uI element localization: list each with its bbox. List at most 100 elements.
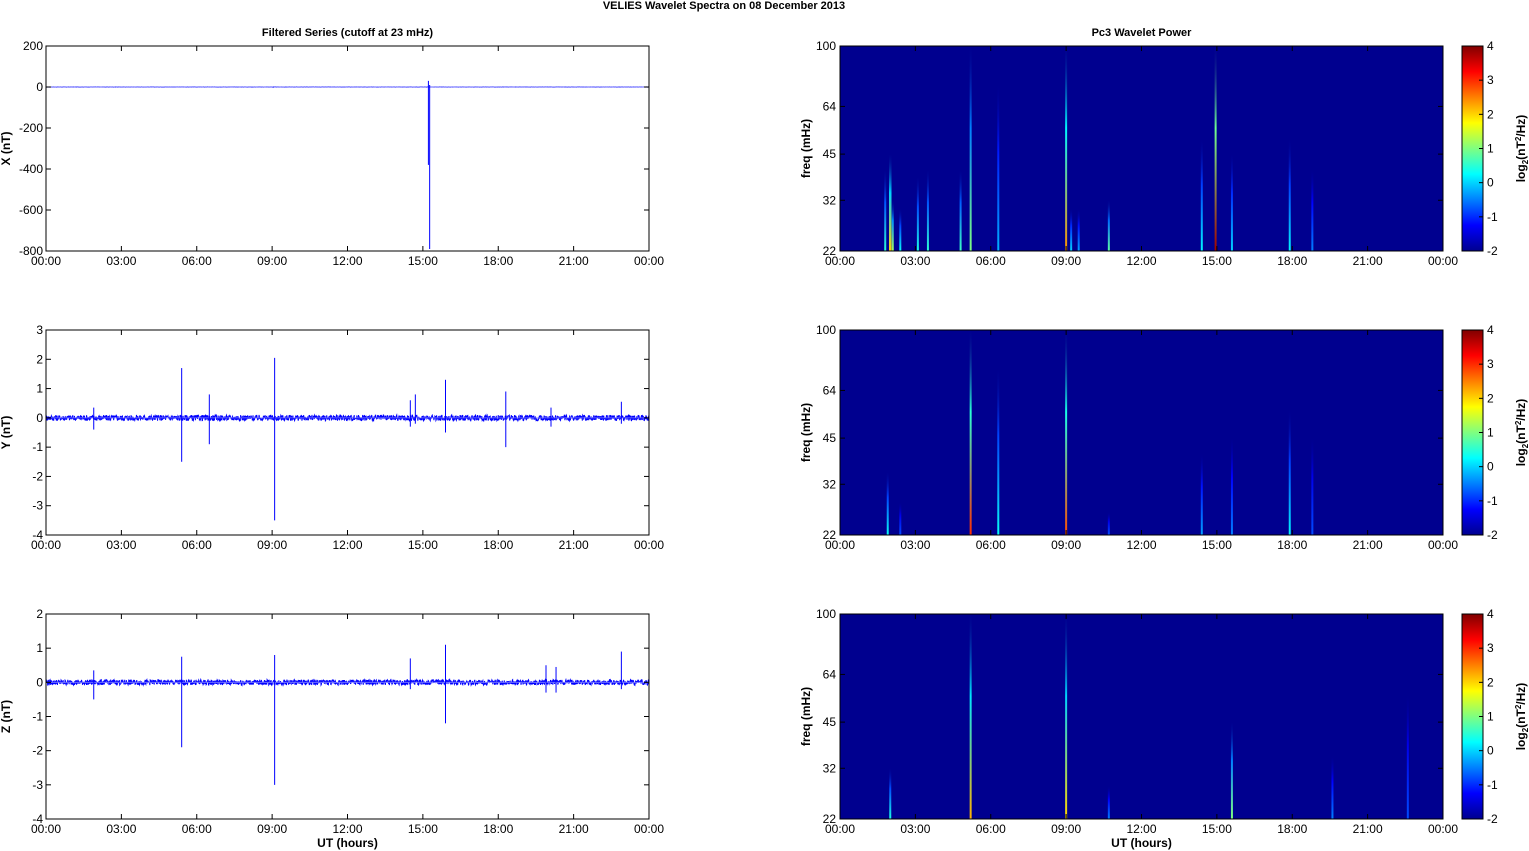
- x-tick-label: 00:00: [31, 538, 61, 552]
- power-burst: [884, 170, 887, 251]
- colorbar-tick-label: 4: [1487, 39, 1494, 53]
- x-tick-label: 00:00: [31, 822, 61, 836]
- x-tick-label: 09:00: [1051, 538, 1081, 552]
- x-tick-label: 06:00: [182, 822, 212, 836]
- colorbar-tick-label: 1: [1487, 142, 1494, 156]
- x-tick-label: 00:00: [634, 822, 664, 836]
- power-burst: [1107, 200, 1110, 251]
- x-tick-label: 18:00: [1277, 254, 1307, 268]
- power-burst: [888, 154, 892, 251]
- x-tick-label: 00:00: [825, 822, 855, 836]
- y-tick-label: 1: [36, 641, 43, 655]
- colorbar-tick-label: -1: [1487, 494, 1498, 508]
- y-tick-label: -200: [19, 121, 43, 135]
- x-tick-label: 12:00: [332, 538, 362, 552]
- power-burst: [1065, 614, 1068, 819]
- x-tick-label: 15:00: [408, 822, 438, 836]
- power-burst: [969, 330, 972, 535]
- y-tick-label: 22: [823, 528, 837, 542]
- colorbar-tick-label: -1: [1487, 210, 1498, 224]
- y-axis-label: freq (mHz): [799, 403, 813, 462]
- x-tick-label: 15:00: [408, 538, 438, 552]
- power-burst: [889, 768, 892, 819]
- x-tick-label: 12:00: [332, 822, 362, 836]
- y-tick-label: -800: [19, 244, 43, 258]
- power-burst: [997, 368, 1000, 535]
- y-axis-label: X (nT): [0, 132, 13, 166]
- y-tick-label: -1: [32, 710, 43, 724]
- line-panel-2: -4 -3 -2 -1 0 1 2 00:00 03:00 06:00 09:00 12:00 15:0…: [0, 607, 664, 850]
- x-tick-label: 03:00: [900, 538, 930, 552]
- y-tick-label: 1: [36, 382, 43, 396]
- y-tick-label: -2: [32, 469, 43, 483]
- y-tick-label: -4: [32, 528, 43, 542]
- power-burst: [926, 170, 929, 251]
- colorbar-tick-label: -2: [1487, 528, 1498, 542]
- colorbar-tick-label: 0: [1487, 744, 1494, 758]
- power-burst: [969, 614, 972, 819]
- x-axis-label: UT (hours): [1111, 836, 1172, 850]
- y-tick-label: 32: [823, 761, 837, 775]
- power-burst: [1065, 330, 1068, 535]
- x-tick-label: 09:00: [1051, 254, 1081, 268]
- y-tick-label: 2: [36, 352, 43, 366]
- power-burst: [1107, 512, 1110, 535]
- x-tick-label: 21:00: [559, 538, 589, 552]
- y-tick-label: 45: [823, 147, 837, 161]
- power-burst: [1214, 46, 1217, 251]
- power-burst: [916, 177, 919, 251]
- y-tick-label: 0: [36, 411, 43, 425]
- x-tick-label: 15:00: [1202, 822, 1232, 836]
- x-axis-label: UT (hours): [317, 836, 378, 850]
- y-tick-label: 32: [823, 477, 837, 491]
- colorbar-label: log2(nT2/Hz): [1514, 683, 1529, 751]
- y-tick-label: 45: [823, 431, 837, 445]
- x-tick-label: 12:00: [1126, 254, 1156, 268]
- power-burst: [1200, 139, 1203, 251]
- figure-title: VELIES Wavelet Spectra on 08 December 20…: [603, 0, 845, 12]
- plot-area: [46, 614, 649, 819]
- power-burst: [1406, 694, 1409, 819]
- x-tick-label: 03:00: [106, 822, 136, 836]
- x-tick-label: 21:00: [559, 254, 589, 268]
- power-burst: [959, 170, 962, 251]
- x-tick-label: 15:00: [1202, 254, 1232, 268]
- x-tick-label: 00:00: [825, 254, 855, 268]
- panel-title: Pc3 Wavelet Power: [1092, 27, 1193, 39]
- power-burst: [969, 46, 972, 251]
- y-tick-label: 45: [823, 715, 837, 729]
- x-tick-label: 12:00: [1126, 822, 1156, 836]
- power-burst: [1230, 438, 1233, 535]
- y-tick-label: 64: [823, 667, 837, 681]
- x-tick-label: 03:00: [900, 822, 930, 836]
- line-panel-0: -800 -600 -400 -200 0 200 00:00 03:00 06:00 09:00…: [0, 27, 664, 268]
- colorbar-tick-label: -1: [1487, 778, 1498, 792]
- colorbar-label: log2(nT2/Hz): [1514, 115, 1529, 183]
- x-tick-label: 06:00: [182, 254, 212, 268]
- y-tick-label: 200: [23, 39, 43, 53]
- power-burst: [1288, 410, 1291, 535]
- colorbar-tick-label: 0: [1487, 176, 1494, 190]
- x-tick-label: 00:00: [31, 254, 61, 268]
- x-tick-label: 18:00: [1277, 538, 1307, 552]
- x-tick-label: 09:00: [1051, 822, 1081, 836]
- power-burst: [1230, 154, 1233, 251]
- colorbar-tick-label: 4: [1487, 607, 1494, 621]
- power-burst: [1331, 756, 1334, 819]
- x-tick-label: 15:00: [1202, 538, 1232, 552]
- y-axis-label: Y (nT): [0, 416, 13, 450]
- heatmap-background: [840, 46, 1443, 251]
- y-tick-label: 22: [823, 812, 837, 826]
- y-axis-label: freq (mHz): [799, 687, 813, 746]
- x-tick-label: 09:00: [257, 822, 287, 836]
- power-burst: [1288, 139, 1291, 251]
- series-trace: [45, 413, 650, 423]
- x-tick-label: 00:00: [1428, 538, 1458, 552]
- x-tick-label: 15:00: [408, 254, 438, 268]
- y-tick-label: 2: [36, 607, 43, 621]
- colorbar-tick-label: 3: [1487, 357, 1494, 371]
- x-tick-label: 03:00: [106, 254, 136, 268]
- power-burst: [1070, 209, 1073, 251]
- power-burst: [886, 472, 889, 535]
